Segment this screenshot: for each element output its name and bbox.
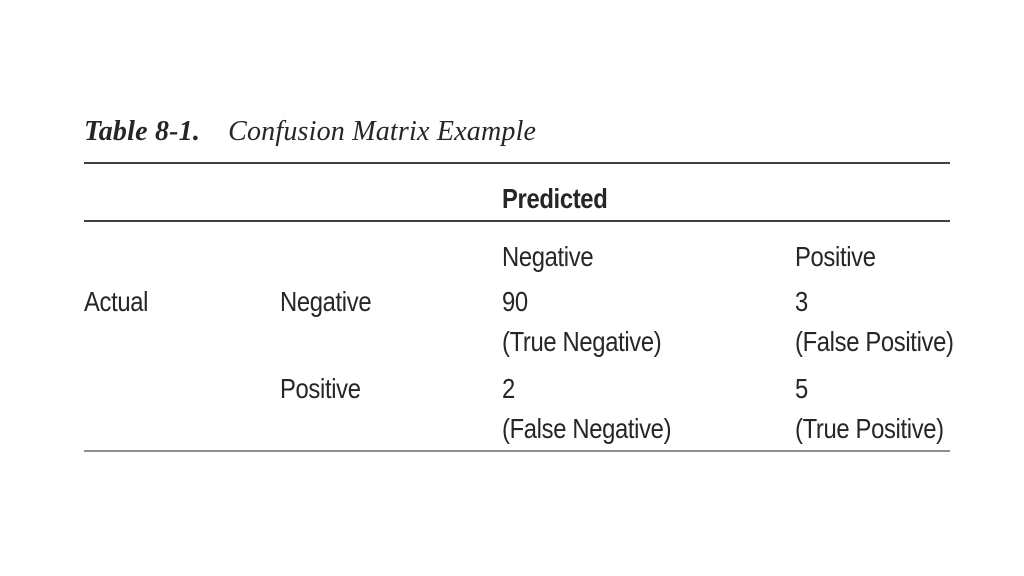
spacer-cell: [280, 179, 502, 219]
false-positive-cell: 3 (False Positive): [795, 282, 954, 362]
table-column-header-row: Negative Positive: [84, 237, 950, 277]
column-header-positive: Positive: [795, 237, 950, 277]
column-header-negative-label: Negative: [502, 241, 594, 272]
table-top-rule: [84, 162, 950, 164]
row-label: Negative: [280, 286, 372, 317]
true-negative-note: (True Negative): [502, 326, 662, 357]
column-header-negative: Negative: [502, 237, 795, 277]
table-bottom-rule: [84, 450, 950, 452]
table-row: Actual Negative 90 (True Negative) 3 (Fa…: [84, 282, 954, 362]
predicted-header-cell: Predicted: [502, 179, 795, 219]
true-negative-value: 90: [502, 286, 528, 317]
table-title: Confusion Matrix Example: [228, 116, 537, 147]
row-label-cell: Positive: [280, 369, 502, 449]
false-negative-cell: 2 (False Negative): [502, 369, 795, 449]
false-positive-value: 3: [795, 286, 808, 317]
spacer-cell: [84, 237, 280, 277]
spacer-cell: [84, 179, 280, 219]
column-header-positive-label: Positive: [795, 241, 876, 272]
spacer-cell: [795, 179, 950, 219]
row-group-cell: Actual: [84, 282, 280, 362]
true-positive-value: 5: [795, 373, 808, 404]
spacer-cell: [280, 237, 502, 277]
table-figure: Table 8-1. Confusion Matrix Example Predi…: [84, 0, 954, 576]
table-caption: Table 8-1. Confusion Matrix Example: [84, 115, 536, 149]
table-row: Positive 2 (False Negative) 5 (True Posi…: [84, 369, 950, 449]
table-spanner-row: Predicted: [84, 179, 950, 219]
row-group-label: Actual: [84, 286, 149, 317]
false-negative-note: (False Negative): [502, 413, 672, 444]
false-positive-note: (False Positive): [795, 326, 954, 357]
true-negative-cell: 90 (True Negative): [502, 282, 795, 362]
table-number: Table 8-1.: [84, 116, 201, 147]
row-label: Positive: [280, 373, 361, 404]
true-positive-note: (True Positive): [795, 413, 944, 444]
table-header-rule: [84, 220, 950, 222]
predicted-header-label: Predicted: [502, 183, 608, 214]
row-label-cell: Negative: [280, 282, 502, 362]
row-group-cell: [84, 369, 280, 449]
false-negative-value: 2: [502, 373, 515, 404]
true-positive-cell: 5 (True Positive): [795, 369, 950, 449]
